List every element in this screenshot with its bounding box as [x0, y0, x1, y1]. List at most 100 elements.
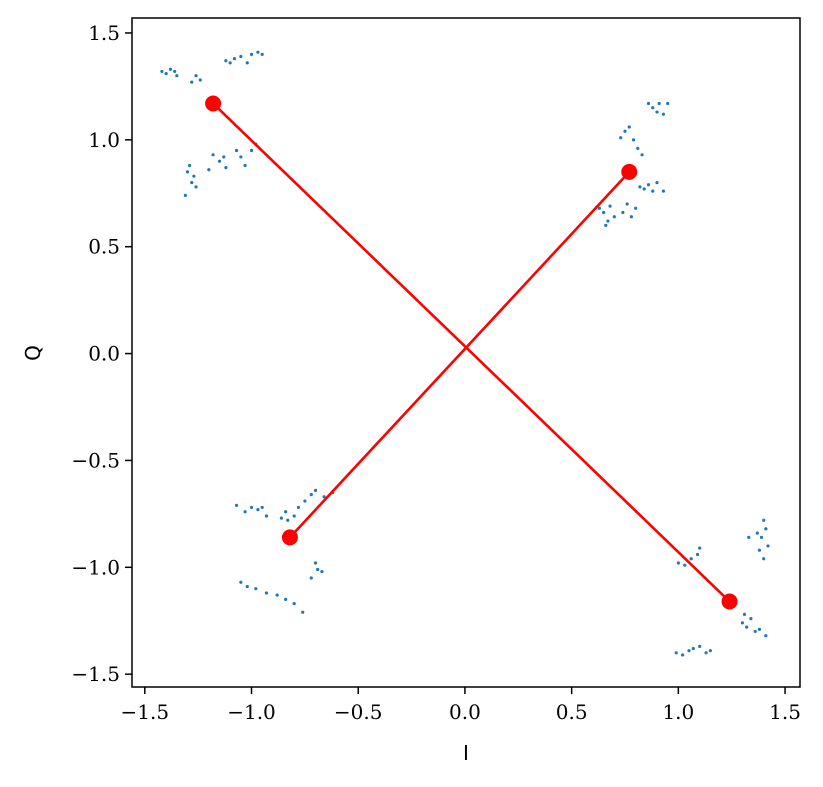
scatter-point	[245, 584, 249, 589]
scatter-point	[188, 163, 192, 168]
scatter-point	[604, 223, 608, 227]
scatter-point	[243, 510, 247, 514]
scatter-point	[612, 215, 616, 219]
scatter-point	[766, 544, 770, 548]
series-marker	[721, 593, 738, 610]
scatter-point	[260, 505, 264, 510]
scatter-point	[619, 136, 623, 140]
scatter-point	[286, 518, 290, 522]
scatter-point	[160, 69, 164, 74]
y-axis-label: Q	[21, 345, 45, 361]
scatter-point	[757, 548, 762, 552]
scatter-point	[164, 71, 168, 76]
scatter-point	[320, 569, 324, 574]
scatter-point	[753, 629, 757, 634]
scatter-point	[222, 155, 226, 159]
scatter-point	[175, 74, 179, 78]
scatter-point	[239, 54, 243, 59]
scatter-point	[755, 531, 759, 535]
scatter-point	[608, 204, 612, 208]
scatter-point	[245, 61, 249, 65]
scatter-point	[292, 602, 296, 606]
scatter-point	[316, 567, 320, 572]
scatter-point	[687, 649, 691, 653]
scatter-point	[747, 535, 751, 539]
scatter-point	[683, 563, 687, 567]
scatter-point	[642, 187, 646, 191]
scatter-point	[655, 180, 659, 185]
scatter-point	[749, 617, 753, 621]
plot-frame	[131, 17, 801, 688]
scatter-point	[284, 510, 288, 514]
scatter-point	[631, 138, 636, 142]
scatter-point	[313, 561, 318, 565]
scatter-point	[234, 503, 239, 507]
scatter-point	[640, 153, 644, 157]
scatter-point	[638, 185, 642, 189]
scatter-point	[627, 125, 631, 129]
scatter-point	[651, 106, 655, 110]
scatter-point	[625, 202, 629, 206]
line-layer	[212, 102, 731, 603]
scatter-point	[207, 168, 211, 172]
scatter-point	[646, 183, 651, 187]
scatter-point	[256, 507, 260, 512]
scatter-point	[742, 612, 747, 616]
scatter-point	[194, 185, 198, 189]
scatter-point	[322, 495, 326, 499]
scatter-point	[239, 155, 243, 159]
series-marker	[281, 529, 298, 546]
scatter-point	[173, 69, 177, 74]
scatter-point	[249, 148, 254, 153]
scatter-point	[292, 514, 296, 518]
scatter-point	[708, 649, 712, 653]
scatter-point	[234, 148, 239, 153]
scatter-point	[757, 627, 762, 631]
y-tick-label: 0.0	[88, 342, 120, 366]
scatter-point	[764, 527, 768, 531]
scatter-point	[260, 52, 264, 56]
scatter-point	[239, 580, 243, 584]
scatter-point	[698, 644, 702, 648]
scatter-point	[185, 170, 190, 174]
scatter-point	[676, 561, 680, 565]
x-tick-label: −0.5	[334, 700, 383, 724]
x-tick-label: −1.5	[121, 700, 170, 724]
scatter-point	[606, 219, 610, 223]
scatter-point	[695, 552, 700, 557]
y-tick-label: −1.0	[71, 555, 120, 579]
scatter-point	[623, 129, 627, 133]
scatter-point	[698, 546, 702, 550]
scatter-point	[655, 110, 659, 114]
scatter-point	[621, 210, 625, 215]
y-axis-ticks: −1.5 −1.0 −0.5 0.0 0.5 1.0 1.5	[71, 21, 132, 686]
x-tick-label: 0.5	[556, 700, 588, 724]
scatter-point	[681, 653, 685, 657]
scatter-point	[745, 625, 749, 629]
scatter-point	[762, 518, 766, 522]
x-tick-label: 0.0	[449, 700, 481, 724]
scatter-point	[296, 505, 301, 510]
scatter-point	[646, 101, 651, 106]
scatter-point	[217, 159, 222, 163]
scatter-layer	[160, 50, 770, 657]
scatter-point	[634, 206, 638, 210]
scatter-point	[636, 146, 640, 150]
y-tick-label: −0.5	[71, 448, 120, 472]
series-marker	[621, 163, 638, 180]
series-line	[288, 171, 631, 539]
scatter-point	[224, 59, 228, 63]
scatter-point	[597, 206, 601, 210]
x-tick-label: −1.0	[227, 700, 276, 724]
scatter-point	[309, 493, 313, 497]
y-tick-label: 1.5	[88, 21, 120, 45]
scatter-point	[740, 621, 744, 625]
scatter-point	[674, 651, 678, 655]
scatter-point	[249, 52, 254, 56]
scatter-point	[309, 576, 313, 580]
scatter-point	[194, 74, 198, 78]
x-axis-label: I	[463, 741, 469, 765]
scatter-point	[661, 189, 666, 193]
scatter-point	[211, 153, 215, 157]
scatter-point	[243, 163, 247, 168]
